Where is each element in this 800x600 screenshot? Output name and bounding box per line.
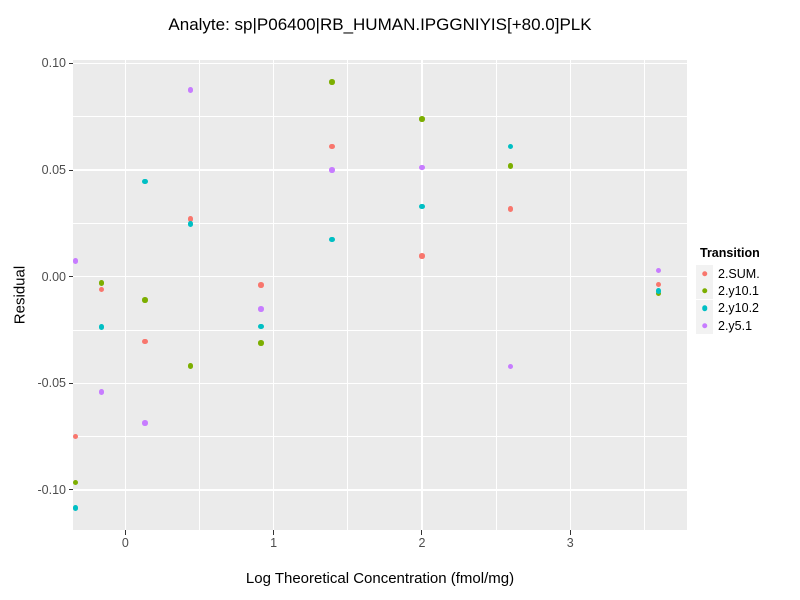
- legend-items: 2.SUM. 2.y10.1 2.y10.2 2.y5.1: [696, 265, 760, 335]
- grid-major-y: [73, 489, 687, 491]
- legend-title: Transition: [700, 246, 760, 260]
- data-point: [73, 479, 79, 486]
- x-tick-mark: [124, 530, 126, 535]
- data-point: [419, 253, 425, 259]
- legend-key: [696, 265, 713, 283]
- legend-item: 2.y10.1: [696, 282, 760, 300]
- y-tick-mark: [68, 382, 73, 384]
- data-point: [73, 258, 79, 264]
- data-point: [507, 143, 514, 150]
- x-axis-title: Log Theoretical Concentration (fmol/mg): [245, 570, 515, 587]
- data-point: [98, 280, 105, 286]
- legend-point-icon: [701, 288, 708, 294]
- legend-item-label: 2.y10.2: [718, 301, 760, 316]
- data-point: [187, 216, 194, 222]
- plot-panel: [73, 60, 687, 530]
- x-tick-label: 3: [566, 536, 574, 550]
- grid-major-x: [421, 60, 423, 530]
- y-tick-label: -0.05: [37, 376, 67, 391]
- data-point: [142, 338, 148, 345]
- y-tick-label: 0.10: [41, 56, 66, 71]
- data-point: [655, 281, 662, 288]
- grid-major-y: [73, 382, 687, 385]
- data-point: [98, 286, 105, 293]
- y-tick-mark: [68, 276, 73, 278]
- grid-minor-y: [73, 436, 687, 438]
- y-tick-mark: [68, 489, 73, 491]
- grid-minor-x: [644, 60, 645, 530]
- legend-key: [696, 299, 713, 317]
- grid-major-x: [569, 60, 572, 530]
- data-point: [142, 297, 148, 303]
- data-point: [329, 236, 335, 243]
- y-tick-mark: [68, 169, 73, 171]
- x-tick-label: 0: [121, 536, 129, 550]
- x-tick-mark: [273, 530, 275, 535]
- plot-title: Analyte: sp|P06400|RB_HUMAN.IPGGNIYIS[+8…: [168, 15, 592, 34]
- data-point: [142, 420, 148, 426]
- data-point: [419, 203, 425, 210]
- data-point: [507, 206, 514, 212]
- legend: Transition 2.SUM. 2.y10.1 2.y10.2 2.y5.1: [696, 246, 760, 335]
- data-point: [142, 178, 148, 185]
- x-tick-label: 2: [418, 536, 426, 550]
- data-point: [419, 164, 425, 171]
- grid-major-x: [272, 60, 275, 530]
- data-point: [98, 389, 105, 395]
- data-point: [258, 340, 264, 346]
- legend-key: [696, 317, 713, 335]
- data-point: [507, 363, 514, 370]
- data-point: [98, 324, 105, 330]
- grid-minor-y: [73, 116, 687, 118]
- x-tick-mark: [421, 530, 423, 535]
- legend-point-icon: [701, 270, 708, 277]
- legend-item: 2.SUM.: [696, 265, 760, 283]
- data-point: [655, 288, 662, 294]
- grid-major-x: [124, 60, 127, 530]
- data-point: [258, 306, 264, 312]
- data-point: [187, 363, 194, 369]
- legend-item-label: 2.y5.1: [718, 318, 753, 333]
- y-tick-label: -0.10: [37, 482, 67, 497]
- grid-minor-x: [347, 60, 349, 530]
- data-point: [329, 143, 335, 150]
- grid-minor-x: [495, 60, 497, 530]
- data-point: [419, 116, 425, 122]
- grid-minor-y: [73, 329, 687, 331]
- data-point: [507, 163, 514, 169]
- x-tick-label: 1: [270, 536, 278, 550]
- data-point: [258, 323, 264, 330]
- legend-item-label: 2.y10.1: [718, 283, 760, 298]
- data-point: [655, 267, 662, 273]
- data-point: [73, 505, 79, 511]
- legend-item: 2.y10.2: [696, 299, 760, 317]
- y-tick-label: 0.05: [41, 163, 66, 178]
- grid-minor-x: [199, 60, 200, 530]
- legend-item-label: 2.SUM.: [718, 266, 760, 281]
- legend-point-icon: [701, 305, 708, 311]
- grid-major-y: [73, 62, 687, 65]
- grid-major-y: [73, 275, 687, 278]
- data-point: [73, 433, 79, 440]
- data-point: [329, 167, 335, 173]
- y-tick-mark: [68, 62, 73, 64]
- y-tick-label: 0.00: [41, 269, 66, 284]
- grid-major-y: [73, 169, 687, 171]
- data-point: [329, 79, 335, 85]
- data-point: [655, 290, 662, 297]
- grid-minor-y: [73, 222, 687, 224]
- data-point: [187, 221, 194, 227]
- legend-item: 2.y5.1: [696, 317, 760, 335]
- x-tick-mark: [569, 530, 571, 535]
- data-point: [258, 282, 264, 288]
- data-point: [187, 87, 194, 93]
- legend-key: [696, 282, 713, 300]
- legend-point-icon: [701, 322, 708, 329]
